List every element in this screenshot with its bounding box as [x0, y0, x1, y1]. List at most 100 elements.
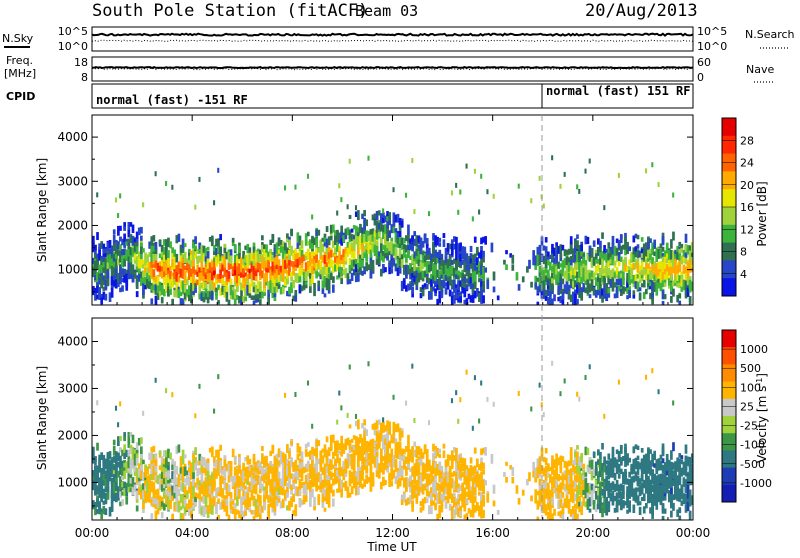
power-cell	[194, 236, 197, 244]
velocity-cell	[178, 444, 181, 452]
velocity-cell	[338, 391, 340, 396]
power-cell	[165, 181, 167, 186]
velocity-cell	[123, 437, 126, 441]
power-cell	[390, 268, 393, 273]
power-cell	[559, 184, 561, 189]
power-cell	[294, 290, 297, 296]
velocity-cell	[115, 406, 117, 411]
power-cell	[307, 174, 309, 179]
velocity-cell	[140, 454, 143, 459]
power-cell	[301, 263, 304, 269]
power-cell	[670, 296, 673, 303]
velocity-cell	[146, 468, 149, 475]
date-label: 20/Aug/2013	[585, 1, 698, 21]
velocity-cell	[142, 502, 145, 509]
power-cell	[678, 294, 681, 298]
power-cell	[107, 270, 110, 278]
power-cell	[474, 282, 477, 289]
nsky-tick-top: 10^5	[58, 25, 88, 38]
velocity-cell	[315, 449, 318, 458]
power-cell	[228, 300, 231, 307]
power-cell	[326, 226, 329, 232]
power-cell	[313, 283, 316, 293]
power-cell	[271, 234, 274, 243]
cpid-segment-2: normal (fast) 151 RF	[546, 84, 691, 98]
power-cell	[198, 177, 200, 182]
power-cell	[121, 285, 124, 291]
power-cell	[491, 243, 494, 253]
velocity-cell	[259, 495, 262, 503]
power-cell	[175, 254, 178, 263]
power-cell	[539, 245, 542, 255]
power-cell	[150, 298, 153, 304]
power-cell	[405, 193, 407, 198]
power-cell	[234, 245, 237, 251]
power-cell	[622, 278, 625, 286]
velocity-cell	[119, 436, 122, 441]
power-cell	[178, 234, 181, 242]
velocity-cell	[265, 485, 268, 495]
power-cell	[593, 240, 596, 244]
velocity-cell	[98, 501, 101, 510]
power-cell	[219, 234, 222, 240]
y-tick-label: 3000	[57, 174, 88, 188]
power-cell	[161, 297, 164, 303]
power-cell	[286, 279, 289, 284]
power-cell	[539, 176, 541, 181]
power-cell	[401, 221, 404, 228]
power-cell	[470, 246, 473, 252]
velocity-cell	[294, 392, 296, 397]
velocity-cell	[107, 492, 110, 500]
power-cell	[578, 189, 580, 194]
velocity-cell	[96, 400, 98, 405]
power-heatmap	[92, 155, 696, 308]
velocity-cell	[345, 446, 348, 450]
power-cell	[459, 190, 461, 195]
power-cell	[378, 232, 381, 237]
velocity-cell	[155, 378, 157, 383]
power-cell	[486, 189, 488, 194]
power-cell	[474, 237, 477, 243]
velocity-cell	[184, 454, 187, 458]
power-cell	[284, 185, 286, 190]
velocity-cell	[286, 492, 289, 497]
velocity-cell	[175, 466, 178, 475]
power-cell	[493, 287, 496, 293]
power-cell	[551, 155, 553, 160]
power-cell	[430, 292, 433, 300]
velocity-cell	[194, 502, 197, 507]
velocity-cell	[274, 508, 277, 512]
velocity-cell	[194, 447, 197, 455]
power-cell	[393, 187, 395, 192]
power-cell	[236, 286, 239, 292]
power-cell	[639, 292, 642, 300]
freq-tick-bottom: 8	[81, 71, 88, 84]
power-cell	[438, 243, 441, 247]
power-cell	[347, 204, 349, 209]
velocity-cell	[265, 456, 268, 464]
velocity-cell	[349, 364, 351, 369]
velocity-cell	[301, 475, 304, 481]
nsearch-tick-bottom: 10^0	[697, 40, 727, 53]
power-cell	[340, 278, 343, 284]
power-cell	[484, 267, 487, 272]
power-cell	[184, 243, 187, 247]
power-cell	[117, 213, 119, 218]
velocity-cell	[313, 506, 316, 510]
velocity-cell	[142, 460, 145, 464]
power-cell	[484, 236, 487, 245]
power-cell	[311, 214, 313, 219]
velocity-cell	[317, 494, 320, 500]
velocity-cell	[150, 513, 153, 519]
velocity-cell	[217, 374, 219, 379]
power-cell	[443, 239, 446, 247]
power-cell	[555, 255, 558, 260]
velocity-cell	[230, 461, 233, 468]
power-cell	[564, 172, 566, 177]
velocity-cell	[249, 459, 252, 465]
power-cell	[518, 184, 520, 189]
power-cell	[440, 291, 443, 299]
power-cell	[155, 254, 158, 260]
nsearch-trace	[92, 40, 693, 41]
